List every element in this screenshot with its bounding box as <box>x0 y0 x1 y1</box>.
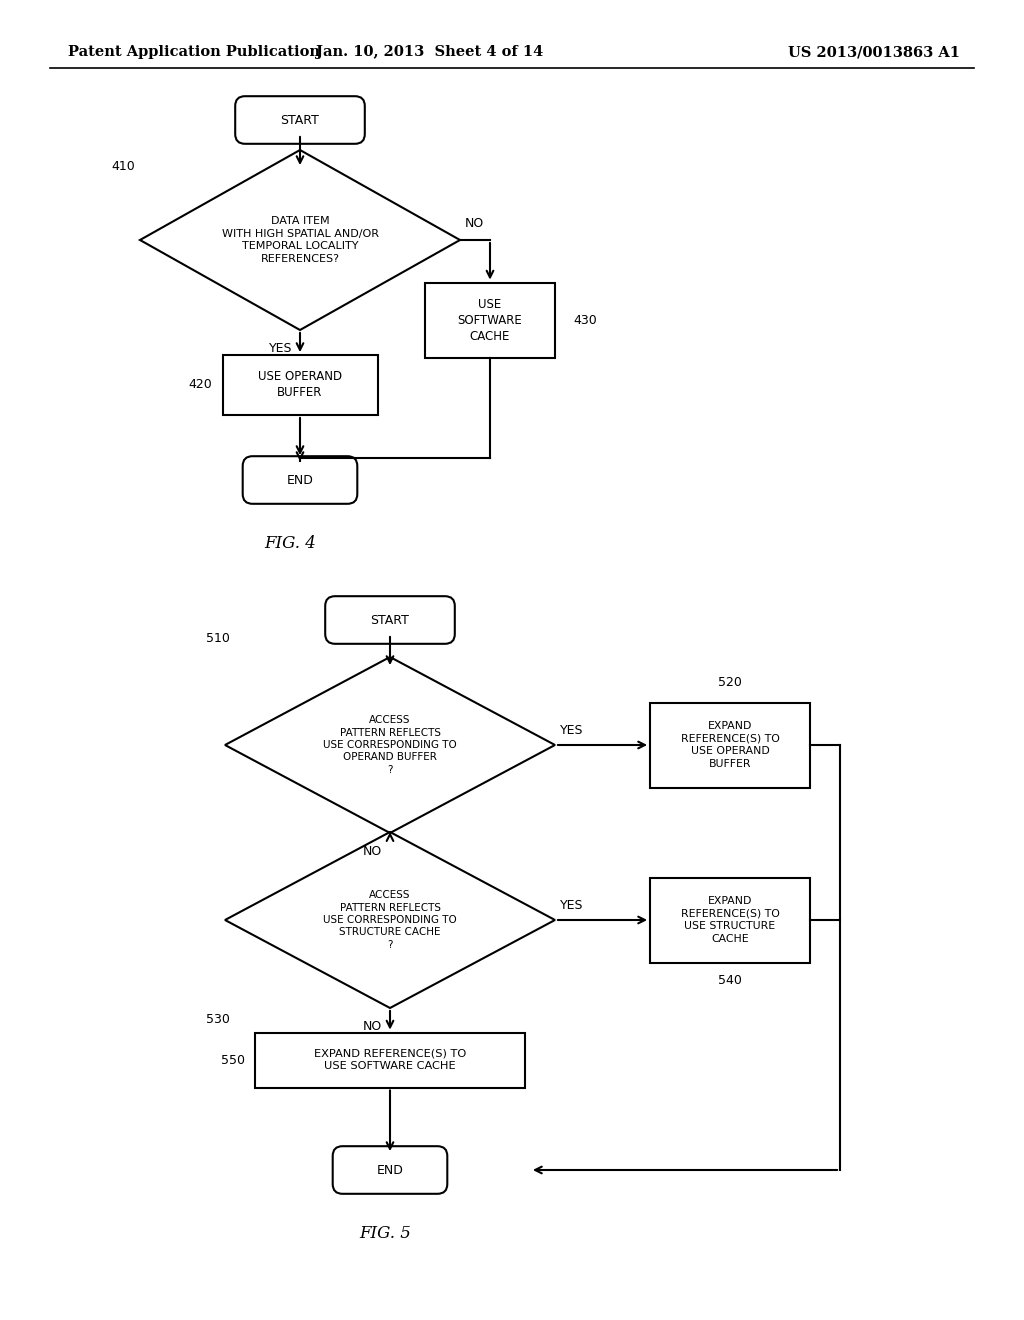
Text: 420: 420 <box>188 379 213 392</box>
Text: 540: 540 <box>718 974 742 987</box>
Text: ACCESS
PATTERN REFLECTS
USE CORRESPONDING TO
STRUCTURE CACHE
?: ACCESS PATTERN REFLECTS USE CORRESPONDIN… <box>324 890 457 950</box>
Text: FIG. 4: FIG. 4 <box>264 535 316 552</box>
Polygon shape <box>225 657 555 833</box>
Text: 530: 530 <box>206 1012 230 1026</box>
Bar <box>222 355 378 414</box>
Text: EXPAND REFERENCE(S) TO
USE SOFTWARE CACHE: EXPAND REFERENCE(S) TO USE SOFTWARE CACH… <box>314 1049 466 1072</box>
Text: DATA ITEM
WITH HIGH SPATIAL AND/OR
TEMPORAL LOCALITY
REFERENCES?: DATA ITEM WITH HIGH SPATIAL AND/OR TEMPO… <box>221 216 379 264</box>
Text: START: START <box>371 614 410 627</box>
Text: FIG. 5: FIG. 5 <box>359 1225 411 1242</box>
Text: 510: 510 <box>206 632 230 645</box>
Text: 410: 410 <box>112 160 135 173</box>
Polygon shape <box>140 150 460 330</box>
Bar <box>650 878 810 962</box>
Text: 520: 520 <box>718 676 742 689</box>
Text: USE OPERAND
BUFFER: USE OPERAND BUFFER <box>258 371 342 400</box>
Text: EXPAND
REFERENCE(S) TO
USE STRUCTURE
CACHE: EXPAND REFERENCE(S) TO USE STRUCTURE CAC… <box>681 896 779 944</box>
Text: USE
SOFTWARE
CACHE: USE SOFTWARE CACHE <box>458 297 522 342</box>
Bar <box>255 1032 525 1088</box>
Text: NO: NO <box>362 845 382 858</box>
Text: YES: YES <box>268 342 292 355</box>
Text: EXPAND
REFERENCE(S) TO
USE OPERAND
BUFFER: EXPAND REFERENCE(S) TO USE OPERAND BUFFE… <box>681 722 779 768</box>
FancyBboxPatch shape <box>333 1146 447 1193</box>
Text: 550: 550 <box>221 1053 245 1067</box>
Text: NO: NO <box>465 216 484 230</box>
Text: Jan. 10, 2013  Sheet 4 of 14: Jan. 10, 2013 Sheet 4 of 14 <box>316 45 544 59</box>
Bar <box>650 702 810 788</box>
Text: NO: NO <box>362 1020 382 1034</box>
Text: ACCESS
PATTERN REFLECTS
USE CORRESPONDING TO
OPERAND BUFFER
?: ACCESS PATTERN REFLECTS USE CORRESPONDIN… <box>324 715 457 775</box>
Bar <box>425 282 555 358</box>
Text: US 2013/0013863 A1: US 2013/0013863 A1 <box>788 45 961 59</box>
Text: YES: YES <box>560 899 584 912</box>
FancyBboxPatch shape <box>243 457 357 504</box>
FancyBboxPatch shape <box>326 597 455 644</box>
Polygon shape <box>225 832 555 1008</box>
Text: YES: YES <box>560 723 584 737</box>
Text: 430: 430 <box>573 314 597 326</box>
Text: END: END <box>287 474 313 487</box>
Text: END: END <box>377 1163 403 1176</box>
FancyBboxPatch shape <box>236 96 365 144</box>
Text: START: START <box>281 114 319 127</box>
Text: Patent Application Publication: Patent Application Publication <box>68 45 319 59</box>
